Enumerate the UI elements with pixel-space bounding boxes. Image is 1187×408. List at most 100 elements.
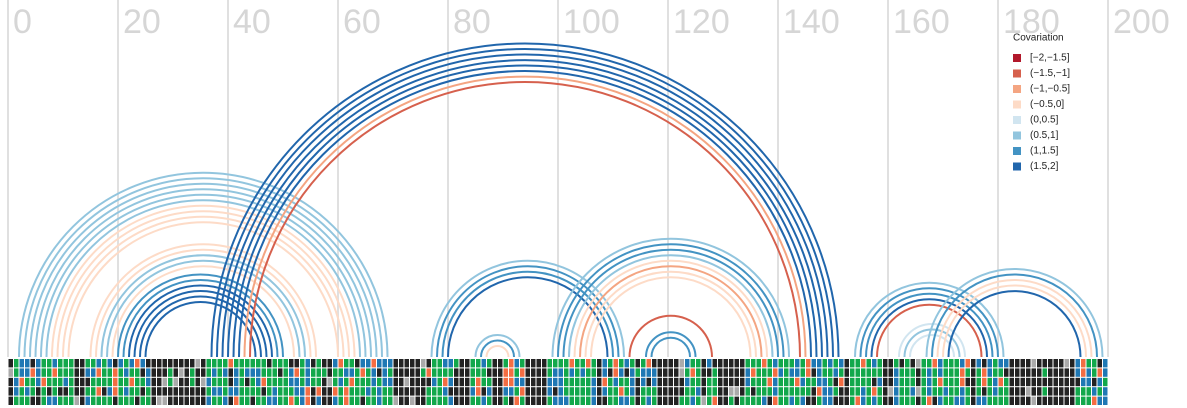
alignment-cell	[822, 368, 827, 377]
alignment-cell	[1042, 377, 1047, 387]
alignment-cell	[668, 377, 673, 387]
alignment-cell	[921, 396, 926, 405]
alignment-cell	[762, 396, 767, 405]
alignment-cell	[173, 387, 178, 396]
alignment-cell	[261, 359, 266, 368]
alignment-cell	[916, 368, 921, 377]
alignment-cell	[1053, 396, 1058, 405]
alignment-cell	[899, 368, 904, 377]
arc	[45, 199, 361, 358]
alignment-cell	[707, 387, 712, 396]
alignment-cell	[954, 359, 959, 368]
alignment-cell	[679, 368, 684, 377]
alignment-cell	[426, 359, 431, 368]
alignment-cell	[498, 377, 503, 387]
alignment-cell	[470, 396, 475, 405]
alignment-cell	[1103, 387, 1108, 396]
alignment-cell	[822, 359, 827, 368]
alignment-cell	[217, 377, 222, 387]
alignment-cell	[1081, 387, 1086, 396]
arc	[628, 314, 713, 358]
alignment-cell	[190, 368, 195, 377]
alignment-cell	[289, 396, 294, 405]
alignment-cell	[245, 368, 250, 377]
alignment-cell	[1092, 387, 1097, 396]
alignment-cell	[190, 359, 195, 368]
alignment-cell	[311, 368, 316, 377]
alignment-cell	[283, 396, 288, 405]
alignment-cell	[1015, 377, 1020, 387]
alignment-cell	[646, 377, 651, 387]
alignment-cell	[223, 396, 228, 405]
alignment-cell	[481, 368, 486, 377]
alignment-cell	[470, 377, 475, 387]
alignment-cell	[30, 377, 35, 387]
alignment-cell	[234, 377, 239, 387]
alignment-cell	[63, 396, 68, 405]
arc	[23, 177, 383, 358]
alignment-cell	[580, 359, 585, 368]
alignment-cell	[1059, 387, 1064, 396]
alignment-cell	[564, 368, 569, 377]
alignment-cell	[503, 387, 508, 396]
alignment-cell	[349, 368, 354, 377]
legend-label: (1,1.5]	[1030, 146, 1059, 157]
alignment-cell	[327, 377, 332, 387]
alignment-cell	[85, 387, 90, 396]
alignment-cell	[498, 359, 503, 368]
alignment-cell	[371, 359, 376, 368]
alignment-cell	[107, 387, 112, 396]
alignment-cell	[954, 368, 959, 377]
alignment-cell	[278, 359, 283, 368]
alignment-cell	[943, 396, 948, 405]
alignment-cell	[800, 377, 805, 387]
alignment-cell	[1004, 396, 1009, 405]
alignment-cell	[960, 359, 965, 368]
alignment-cell	[668, 396, 673, 405]
alignment-cell	[624, 377, 629, 387]
alignment-cell	[1064, 396, 1069, 405]
alignment-cell	[63, 368, 68, 377]
alignment-cell	[113, 359, 118, 368]
legend-swatch	[1013, 69, 1021, 78]
alignment-cell	[1026, 368, 1031, 377]
alignment-cell	[162, 377, 167, 387]
alignment-cell	[8, 387, 13, 396]
alignment-cell	[41, 359, 46, 368]
alignment-cell	[514, 396, 519, 405]
alignment-cell	[382, 387, 387, 396]
alignment-cell	[388, 396, 393, 405]
x-tick-label: 140	[783, 3, 840, 41]
alignment-cell	[800, 396, 805, 405]
alignment-cell	[349, 387, 354, 396]
alignment-cell	[1097, 396, 1102, 405]
alignment-cell	[107, 377, 112, 387]
alignment-cell	[575, 377, 580, 387]
alignment-cell	[151, 387, 156, 396]
legend-label: (0.5,1]	[1030, 130, 1059, 141]
alignment-cell	[454, 387, 459, 396]
legend-label: [−2,−1.5]	[1030, 53, 1070, 64]
alignment-cell	[514, 377, 519, 387]
alignment-cell	[217, 387, 222, 396]
alignment-cell	[987, 377, 992, 387]
alignment-cell	[14, 387, 19, 396]
alignment-cell	[487, 387, 492, 396]
alignment-cell	[52, 377, 57, 387]
alignment-cell	[536, 359, 541, 368]
alignment-cell	[971, 359, 976, 368]
alignment-cell	[300, 396, 305, 405]
alignment-cell	[140, 368, 145, 377]
alignment-cell	[459, 396, 464, 405]
alignment-cell	[41, 377, 46, 387]
alignment-cell	[1048, 387, 1053, 396]
alignment-cell	[586, 396, 591, 405]
alignment-cell	[745, 368, 750, 377]
alignment-cell	[344, 359, 349, 368]
alignment-cell	[756, 368, 761, 377]
alignment-cell	[124, 387, 129, 396]
alignment-cell	[844, 387, 849, 396]
alignment-cell	[850, 359, 855, 368]
alignment-cell	[674, 396, 679, 405]
arc	[62, 215, 345, 358]
